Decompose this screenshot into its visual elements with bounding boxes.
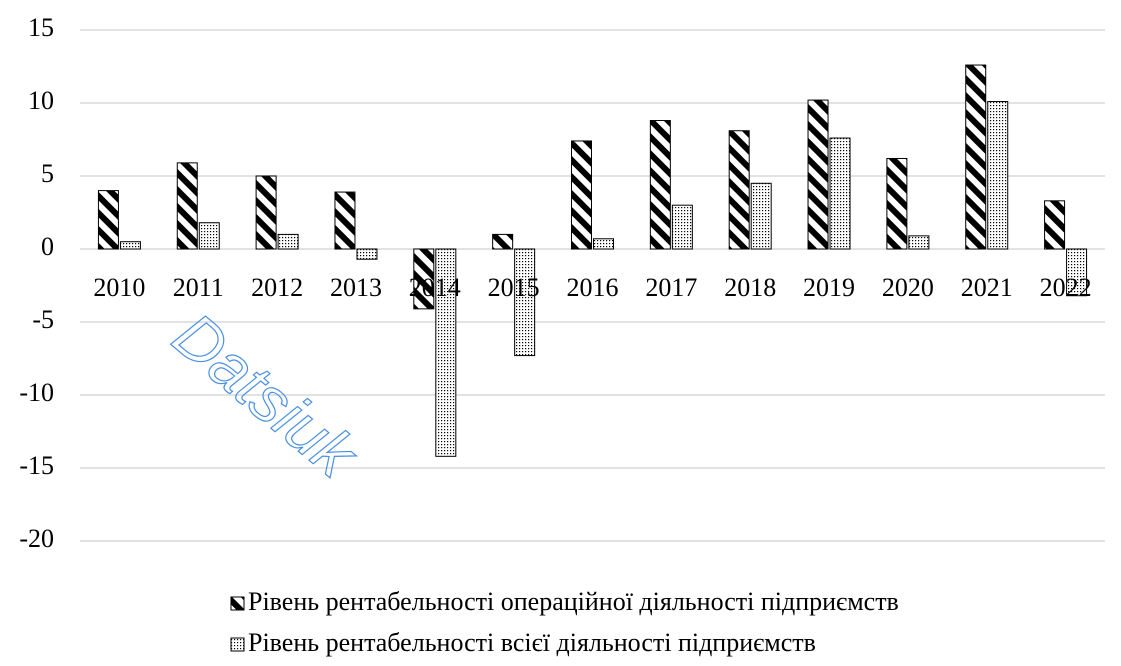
x-tick-label: 2014 — [409, 273, 461, 302]
bar — [571, 140, 592, 250]
bar — [97, 190, 119, 250]
y-tick-label: 15 — [28, 13, 54, 42]
bar — [334, 191, 356, 250]
bar — [750, 182, 772, 250]
legend-label: Рівень рентабельності операційної діяльн… — [248, 587, 899, 616]
y-tick-label: -15 — [19, 451, 54, 480]
legend-label: Рівень рентабельності всієї діяльності п… — [248, 628, 816, 657]
bar — [1044, 200, 1066, 250]
bar — [435, 248, 457, 457]
bar — [987, 101, 1009, 250]
bar — [198, 222, 220, 250]
bar — [728, 130, 750, 250]
bar — [807, 99, 829, 250]
bar — [119, 241, 141, 250]
y-tick-label: -20 — [19, 524, 54, 553]
x-tick-label: 2012 — [251, 273, 303, 302]
bar — [176, 162, 198, 250]
bar — [413, 248, 435, 310]
x-tick-label: 2015 — [488, 273, 540, 302]
x-tick-label: 2020 — [882, 273, 934, 302]
x-tick-label: 2019 — [803, 273, 855, 302]
x-tick-label: 2021 — [961, 273, 1013, 302]
bar — [593, 238, 614, 250]
x-tick-label: 2017 — [645, 273, 697, 302]
bar — [908, 235, 930, 250]
bar — [886, 157, 908, 250]
y-tick-label: -5 — [32, 305, 54, 334]
x-tick-label: 2011 — [173, 273, 224, 302]
bar — [829, 137, 851, 250]
y-tick-label: -10 — [19, 378, 54, 407]
x-tick-label: 2018 — [724, 273, 776, 302]
bar — [649, 120, 671, 250]
y-tick-label: 0 — [41, 232, 54, 261]
bar — [965, 64, 987, 250]
x-tick-label: 2016 — [567, 273, 619, 302]
bar — [671, 204, 693, 250]
bar — [514, 248, 536, 357]
bar — [356, 248, 378, 260]
x-tick-label: 2010 — [93, 273, 145, 302]
y-tick-label: 10 — [28, 86, 54, 115]
bar — [492, 233, 514, 250]
x-tick-label: 2022 — [1040, 273, 1092, 302]
legend-swatch — [230, 596, 245, 611]
bar — [1066, 248, 1088, 297]
bar — [255, 175, 277, 250]
bar — [277, 233, 299, 250]
y-tick-label: 5 — [41, 159, 54, 188]
x-tick-label: 2013 — [330, 273, 382, 302]
legend-swatch — [230, 637, 245, 652]
